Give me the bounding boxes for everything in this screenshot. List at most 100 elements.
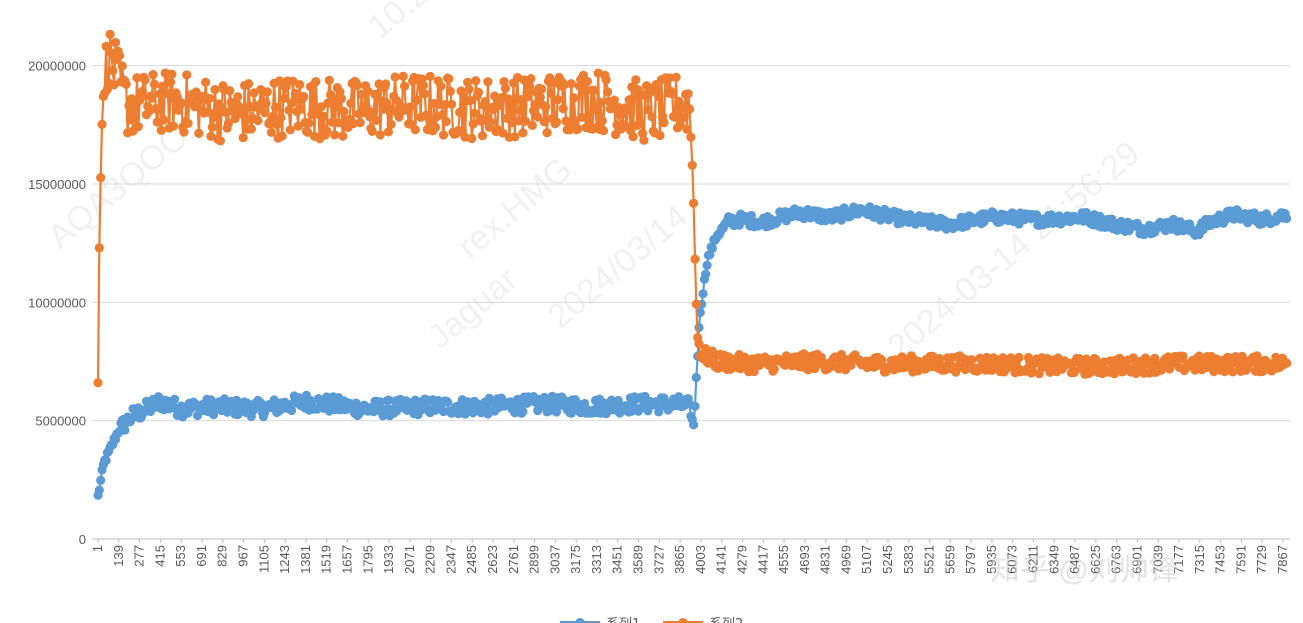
- data-point: [1014, 352, 1024, 363]
- data-point: [147, 93, 157, 103]
- data-point: [157, 81, 168, 91]
- data-point: [590, 104, 601, 114]
- x-tick-label: 553: [173, 545, 188, 567]
- data-point: [362, 103, 372, 113]
- x-tick-label: 2209: [423, 545, 438, 574]
- data-point: [176, 98, 186, 108]
- data-point: [596, 97, 606, 108]
- data-point: [746, 210, 757, 221]
- data-point: [702, 260, 712, 270]
- data-point: [93, 378, 103, 388]
- data-point: [108, 66, 118, 76]
- data-point: [166, 77, 176, 87]
- data-point: [285, 125, 295, 135]
- x-tick-label: 7729: [1254, 545, 1269, 574]
- x-tick-label: 1105: [256, 545, 271, 573]
- x-tick-label: 4279: [734, 545, 749, 574]
- x-tick-label: 4831: [818, 545, 833, 574]
- x-tick-label: 3589: [631, 545, 646, 574]
- data-point: [553, 95, 563, 105]
- y-tick-label: 15000000: [28, 177, 86, 192]
- data-point: [967, 355, 977, 365]
- x-tick-label: 139: [111, 545, 126, 567]
- data-point: [537, 84, 547, 94]
- data-point: [455, 107, 465, 117]
- data-point: [445, 86, 455, 96]
- x-tick-label: 7591: [1233, 545, 1248, 574]
- data-point: [780, 360, 790, 370]
- data-point: [690, 254, 700, 264]
- data-point: [1069, 367, 1079, 378]
- data-point: [338, 131, 348, 141]
- data-point: [352, 80, 363, 90]
- data-point: [334, 118, 344, 128]
- corner-watermark: 知乎 @刘帅锋: [990, 554, 1179, 587]
- data-point: [659, 118, 669, 128]
- data-point: [328, 94, 338, 104]
- data-point: [179, 127, 189, 137]
- data-point: [609, 95, 619, 105]
- data-point: [1178, 351, 1188, 361]
- x-tick-label: 5383: [901, 545, 916, 574]
- data-point: [846, 360, 856, 370]
- data-point: [488, 104, 498, 115]
- data-point: [261, 98, 271, 108]
- data-point: [463, 77, 473, 87]
- data-point: [311, 77, 321, 87]
- data-point: [268, 111, 278, 121]
- data-point: [647, 112, 657, 122]
- data-point: [272, 119, 282, 130]
- data-point: [566, 79, 576, 89]
- data-point: [293, 121, 303, 131]
- data-point: [514, 116, 524, 126]
- x-tick-label: 1381: [298, 545, 313, 574]
- data-point: [371, 115, 381, 125]
- data-point: [410, 125, 420, 135]
- data-point: [569, 93, 579, 103]
- data-point: [541, 102, 551, 112]
- x-tick-label: 7453: [1213, 545, 1228, 574]
- data-point: [168, 121, 178, 131]
- data-point: [167, 69, 177, 79]
- x-tick-label: 4693: [797, 545, 812, 574]
- data-point: [464, 84, 474, 94]
- data-point: [664, 73, 675, 83]
- data-point: [260, 108, 270, 118]
- data-point: [319, 111, 329, 121]
- data-point: [201, 77, 211, 87]
- x-tick-label: 415: [152, 545, 167, 567]
- x-tick-label: 6901: [1129, 545, 1144, 574]
- watermark-text: 2024-03-14 21:56:29: [881, 134, 1147, 366]
- data-point: [471, 76, 481, 86]
- data-point: [233, 92, 243, 102]
- data-point: [582, 76, 593, 86]
- data-point: [1237, 351, 1247, 361]
- data-point: [276, 113, 286, 123]
- data-point: [495, 100, 505, 110]
- data-point: [266, 127, 276, 137]
- x-tick-label: 2623: [485, 545, 500, 574]
- data-point: [140, 75, 150, 85]
- data-point: [117, 61, 127, 71]
- x-tick-label: 7315: [1192, 545, 1207, 574]
- data-point: [348, 118, 359, 129]
- x-tick-label: 7177: [1171, 545, 1186, 574]
- data-point: [686, 132, 696, 142]
- data-point: [542, 128, 552, 138]
- data-point: [238, 133, 248, 143]
- x-tick-label: 5521: [922, 545, 937, 574]
- data-point: [685, 104, 695, 114]
- data-point: [303, 127, 313, 137]
- data-point: [624, 95, 634, 105]
- data-point: [521, 116, 531, 126]
- data-point: [330, 130, 340, 140]
- data-point: [523, 91, 533, 102]
- data-point: [483, 77, 493, 87]
- data-point: [369, 107, 379, 117]
- data-point: [438, 130, 449, 140]
- data-point: [530, 100, 540, 110]
- data-point: [207, 122, 217, 132]
- data-point: [679, 112, 689, 122]
- x-tick-label: 5797: [963, 545, 978, 574]
